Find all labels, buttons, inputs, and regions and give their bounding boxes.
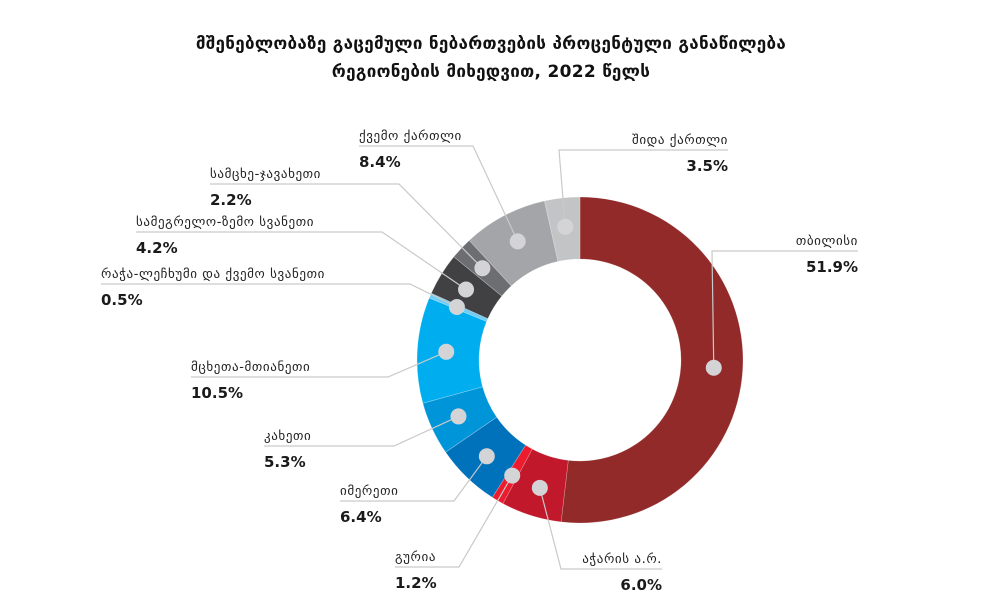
leader-line-2 [395,475,513,568]
slice-value-8: 2.2% [210,191,252,209]
leader-line-0 [711,250,858,368]
leader-line-4 [264,415,459,447]
leader-dot-2 [504,467,521,484]
slice-label-9: ქვემო ქართლი [359,129,462,144]
slice-value-4: 5.3% [264,453,306,471]
slice-label-0: თბილისი [796,234,858,249]
slice-value-9: 8.4% [359,153,401,171]
leaders-group [101,145,858,570]
slice-value-1: 6.0% [620,576,662,594]
labels-group: თბილისი 51.9% აჭარის ა.რ. 6.0% გურია 1.2% იმერ… [101,129,858,594]
leader-dot-10 [557,218,574,235]
slice-value-5: 10.5% [191,384,243,402]
slice-label-1: აჭარის ა.რ. [582,552,662,567]
leader-dot-0 [705,359,722,376]
slice-label-2: გურია [395,550,436,565]
leader-line-10 [558,149,728,227]
slice-value-7: 4.2% [136,239,178,257]
slice-value-2: 1.2% [395,574,437,592]
slice-label-6: რაჭა-ლეჩხუმი და ქვემო სვანეთი [101,267,325,282]
leader-line-3 [340,455,488,502]
leader-dot-8 [474,260,491,277]
leader-dot-7 [458,281,475,298]
leader-line-8 [210,183,483,269]
leader-dot-4 [450,408,467,425]
slice-label-8: სამცხე-ჯავახეთი [210,167,321,182]
slice-label-5: მცხეთა-მთიანეთი [191,360,310,375]
slice-value-3: 6.4% [340,508,382,526]
slice-0[interactable] [560,196,744,524]
leader-line-9 [359,145,519,242]
slices-group [416,196,744,524]
slice-label-3: იმერეთი [340,484,398,499]
slice-value-6: 0.5% [101,291,143,309]
leader-dot-6 [448,299,465,316]
leader-line-6 [101,283,458,308]
leader-dot-9 [509,233,526,250]
chart-subtitle: რეგიონების მიხედვით, 2022 წელს [331,62,651,82]
leader-dot-3 [478,448,495,465]
slice-value-0: 51.9% [806,258,858,276]
slice-label-4: კახეთი [264,429,311,444]
leader-dot-1 [531,479,548,496]
leader-line-7 [136,231,467,291]
slice-label-10: შიდა ქართლი [632,133,728,148]
slice-label-7: სამეგრელო-ზემო სვანეთი [136,215,314,230]
slice-value-10: 3.5% [686,157,728,175]
chart-title: მშენებლობაზე გაცემული ნებართვების პროცენ… [195,34,787,54]
leader-line-5 [191,351,447,378]
leader-dot-5 [438,343,455,360]
leader-line-1 [539,487,662,570]
